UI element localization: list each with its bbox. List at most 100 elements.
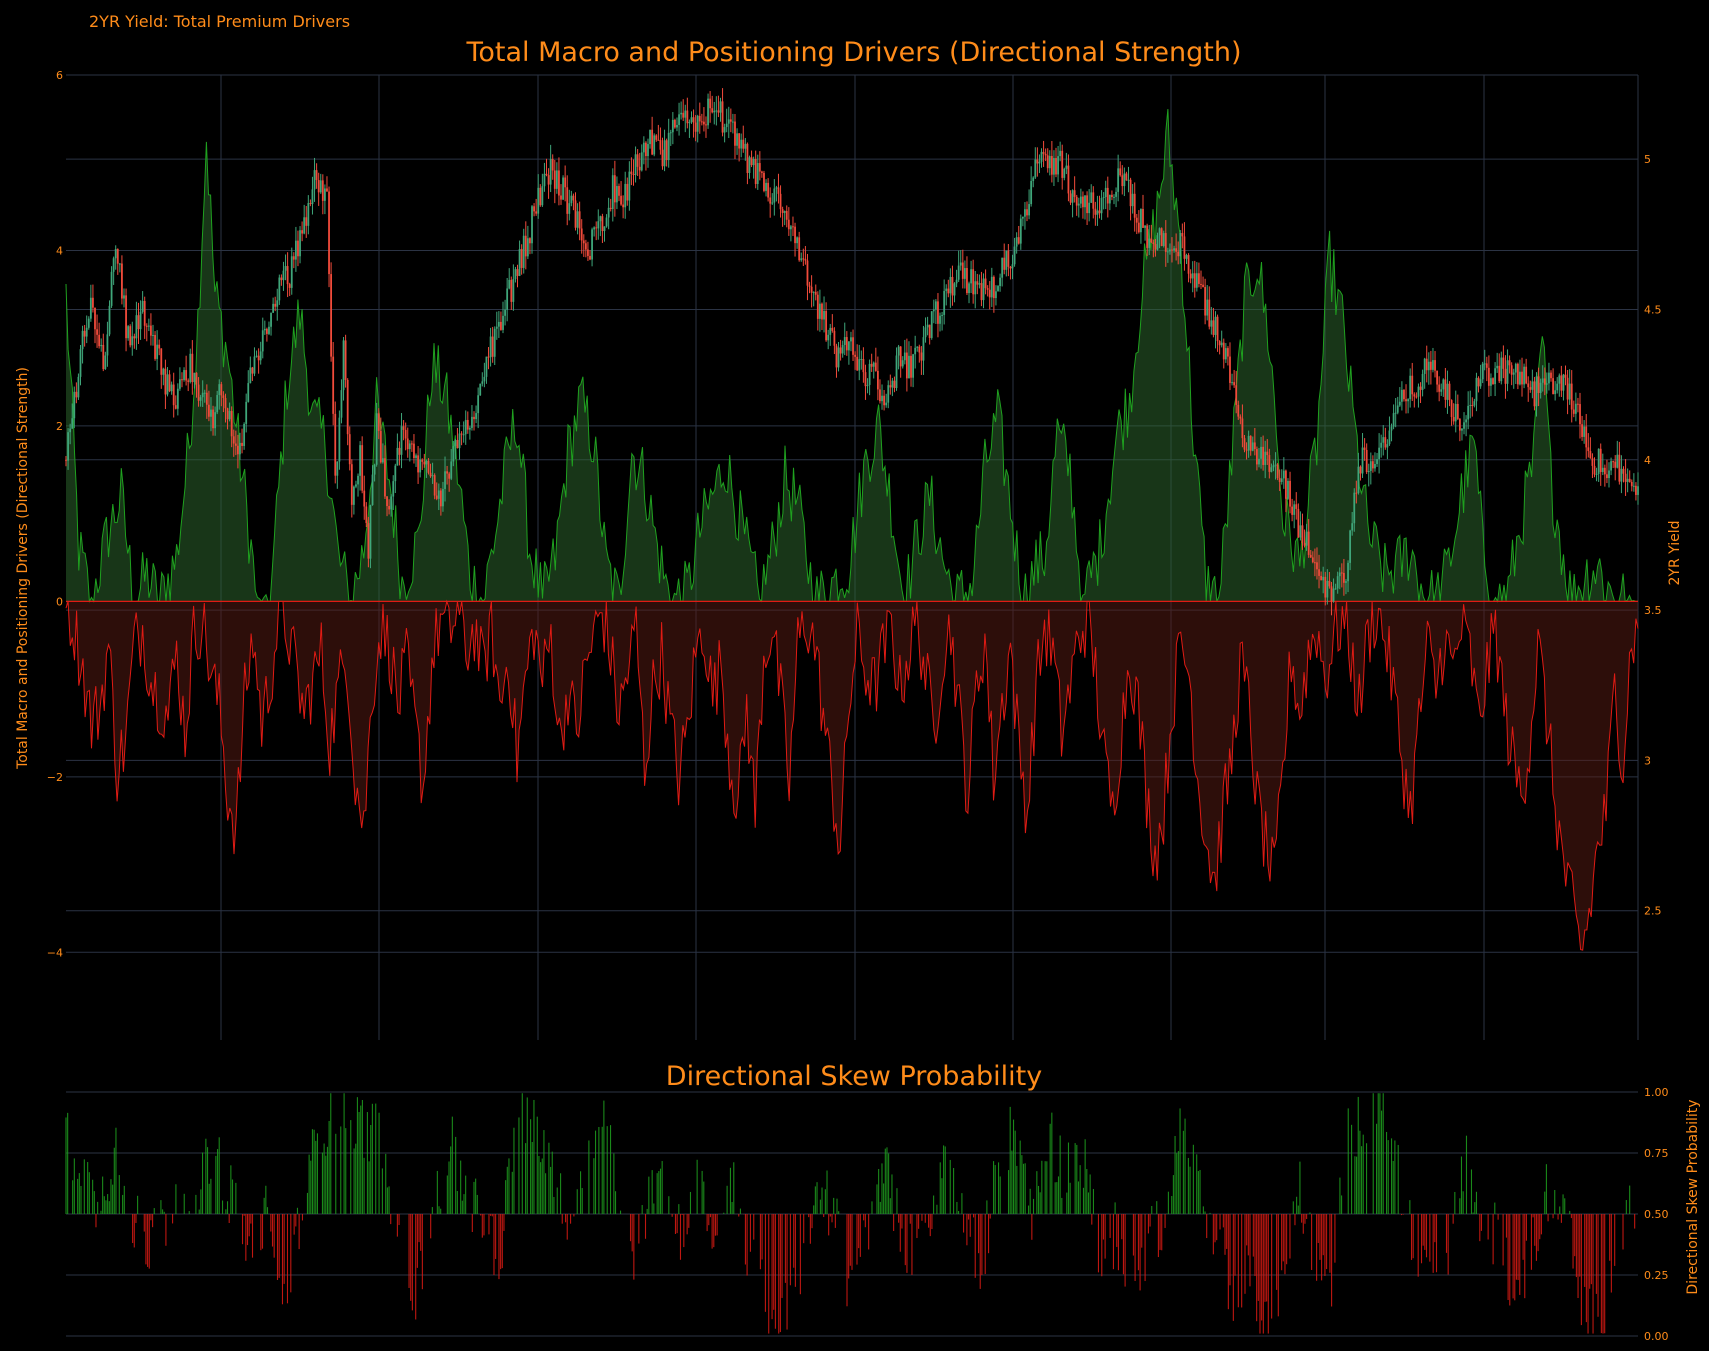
candle-body	[1440, 389, 1443, 392]
candle-body	[1620, 468, 1623, 482]
candle-body	[1251, 442, 1254, 451]
candle-body	[541, 186, 544, 206]
candle-body	[1340, 572, 1343, 574]
candle-body	[1347, 562, 1349, 582]
candle-body	[1309, 554, 1312, 558]
candle-body	[868, 363, 871, 385]
candle-body	[1564, 374, 1567, 378]
candle-body	[483, 376, 486, 382]
candle-body	[680, 112, 683, 115]
candle-body	[112, 258, 115, 272]
candle-body	[421, 459, 424, 462]
candle-body	[96, 329, 98, 335]
candle-body	[908, 355, 910, 379]
candle-body	[1229, 356, 1231, 383]
candle-body	[1293, 504, 1296, 515]
candle-body	[1448, 383, 1451, 401]
candle-body	[1467, 405, 1470, 420]
candle-body	[738, 133, 741, 149]
candle-body	[458, 433, 461, 449]
candle-body	[667, 132, 670, 161]
candle-body	[373, 464, 376, 475]
candle-body	[939, 315, 941, 324]
candle-body	[1628, 478, 1631, 482]
candle-body	[1320, 575, 1323, 581]
candle-body	[1129, 179, 1132, 207]
candle-body	[1285, 470, 1287, 499]
candle-body	[1276, 464, 1279, 479]
candle-body	[1059, 150, 1062, 157]
candle-body	[1166, 251, 1169, 253]
candle-body	[512, 279, 515, 302]
candle-body	[1371, 461, 1374, 469]
candle-body	[1017, 237, 1020, 244]
candle-body	[79, 349, 82, 377]
candle-body	[829, 327, 832, 335]
right-tick-label: 4.5	[1644, 303, 1662, 316]
candle-body	[1577, 403, 1579, 405]
candle-body	[1367, 470, 1370, 473]
candle-body	[1444, 379, 1447, 400]
candle-body	[982, 278, 985, 301]
candle-body	[71, 418, 74, 429]
candle-body	[746, 143, 749, 173]
candle-body	[537, 187, 540, 214]
bottom-tick-label: 0.50	[1644, 1208, 1669, 1221]
left-tick-label: 0	[56, 595, 63, 608]
candle-body	[1137, 222, 1140, 233]
candle-body	[665, 140, 668, 161]
candle-body	[502, 315, 504, 330]
candle-body	[690, 117, 693, 122]
candle-body	[1593, 465, 1596, 475]
candle-body	[1191, 273, 1194, 279]
candle-body	[974, 281, 977, 295]
candle-body	[1504, 368, 1507, 384]
candle-body	[682, 112, 685, 118]
candle-body	[118, 263, 121, 265]
bottom-tick-label: 0.00	[1644, 1330, 1669, 1343]
candle-body	[1297, 508, 1300, 538]
candle-body	[1417, 386, 1420, 397]
candle-body	[396, 447, 399, 466]
candle-body	[634, 154, 637, 176]
candle-body	[1403, 389, 1405, 400]
candle-body	[823, 311, 825, 320]
candle-body	[524, 235, 527, 257]
candle-body	[294, 240, 297, 260]
candle-body	[479, 383, 482, 396]
candle-body	[1021, 216, 1024, 219]
candle-body	[195, 372, 198, 385]
candle-body	[481, 381, 484, 384]
candle-body	[821, 303, 823, 320]
candle-body	[1264, 451, 1267, 465]
candle-body	[845, 337, 848, 351]
candle-body	[754, 158, 757, 184]
left-tick-label: 2	[56, 420, 63, 433]
left-tick-label: −2	[47, 771, 63, 784]
candle-body	[769, 197, 772, 204]
candle-body	[251, 367, 254, 374]
candle-body	[1332, 588, 1335, 602]
candle-body	[361, 445, 364, 491]
candle-body	[1545, 383, 1548, 385]
candle-body	[462, 434, 465, 436]
candle-body	[582, 240, 585, 244]
candle-body	[365, 506, 368, 524]
candle-body	[1303, 543, 1306, 546]
candle-body	[305, 217, 308, 226]
candle-body	[1450, 400, 1453, 418]
candle-body	[1595, 473, 1598, 475]
candle-body	[1483, 363, 1486, 365]
candle-body	[497, 321, 500, 327]
candle-body	[1104, 187, 1107, 198]
candle-body	[709, 98, 712, 109]
candle-body	[794, 226, 796, 244]
candle-body	[266, 328, 268, 334]
candle-body	[572, 195, 575, 201]
candle-body	[377, 413, 380, 431]
candle-body	[133, 336, 136, 339]
candle-body	[657, 139, 660, 141]
candle-body	[160, 348, 163, 375]
candle-body	[1539, 382, 1542, 393]
candle-body	[299, 230, 301, 257]
